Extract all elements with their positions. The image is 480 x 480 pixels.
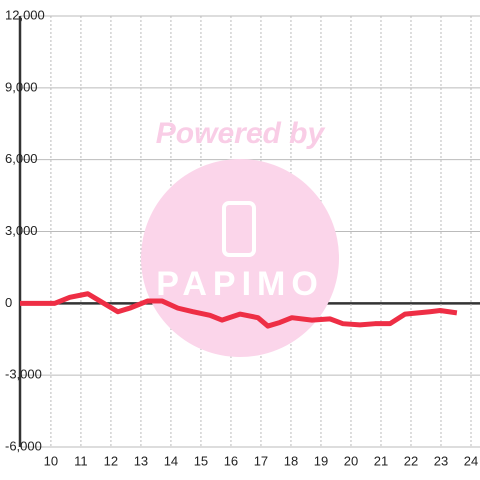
- y-tick-label: 0: [5, 295, 12, 310]
- x-tick-label: 12: [104, 453, 118, 468]
- x-tick-label: 17: [254, 453, 268, 468]
- y-tick-label: 9,000: [5, 79, 38, 94]
- x-tick-label: 21: [374, 453, 388, 468]
- y-tick-label: 3,000: [5, 223, 38, 238]
- y-tick-label: 6,000: [5, 151, 38, 166]
- watermark-circle: [141, 159, 339, 357]
- watermark-logo: PAPIMO: [156, 265, 324, 303]
- watermark: Powered by PAPIMO: [141, 117, 339, 357]
- x-tick-label: 18: [284, 453, 298, 468]
- x-tick-label: 13: [134, 453, 148, 468]
- x-tick-label: 22: [404, 453, 418, 468]
- line: [20, 291, 458, 329]
- watermark-text: Powered by: [156, 117, 326, 150]
- x-tick-label: 16: [224, 453, 238, 468]
- y-tick-label: -6,000: [5, 438, 42, 453]
- x-tick-label: 19: [314, 453, 328, 468]
- x-tick-label: 11: [74, 453, 88, 468]
- x-tick-label: 23: [434, 453, 448, 468]
- y-tick-label: -3,000: [5, 367, 42, 382]
- x-tick-label: 24: [464, 453, 478, 468]
- x-tick-label: 14: [164, 453, 178, 468]
- x-tick-label: 15: [194, 453, 208, 468]
- watermark-icon: [222, 201, 256, 257]
- marks: -6,000 -3,000 0 3,000 6,000 9,000 12,000 10 11 12…: [5, 7, 478, 468]
- x-tick-label: 10: [44, 453, 58, 468]
- y-tick-label: 12,000: [5, 7, 45, 22]
- x-tick-label: 20: [344, 453, 358, 468]
